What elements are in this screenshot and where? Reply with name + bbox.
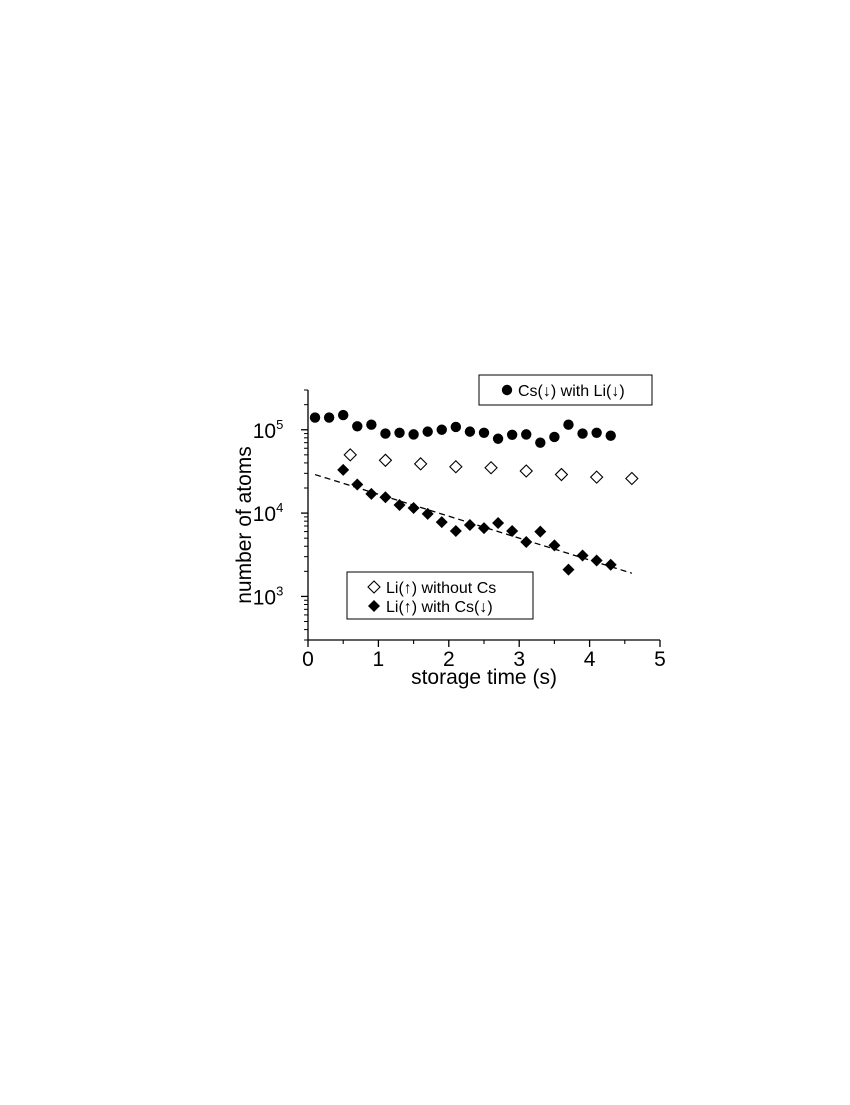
data-point [535,437,546,448]
legend-label: Li(↑) without Cs [386,580,496,597]
data-point [393,499,406,512]
data-point [407,502,420,515]
legend-marker [501,384,513,396]
axes: 0 1 2 3 4 5 103 104 105 storage time (s) number of… [233,389,666,689]
data-point [576,549,589,562]
data-point [365,487,378,500]
data-point [591,427,602,438]
data-point [519,464,534,478]
legend-label: Cs(↓) with Li(↓) [518,383,625,400]
data-point [337,463,350,476]
x-axis-label: storage time (s) [411,666,557,689]
data-point [450,421,462,433]
data-point [366,419,377,430]
legend-label: Li(↑) with Cs(↓) [386,599,493,616]
y-tick-label: 103 [253,583,284,609]
data-point [394,427,405,438]
data-point [492,517,505,530]
x-tick-label: 5 [654,648,666,671]
data-point [492,433,504,444]
data-point [338,409,349,421]
data-point [309,412,321,423]
data-point [380,428,391,439]
legend-top-right: Cs(↓) with Li(↓) [478,374,653,406]
data-point [343,448,358,462]
data-point [590,554,603,567]
legend-box [346,571,534,620]
data-point [413,457,428,471]
data-point [521,429,532,440]
data-point [520,535,533,548]
data-point [379,491,392,504]
series-0 [309,409,616,448]
x-tick-label: 1 [373,648,385,671]
x-tick-label: 2 [443,648,455,671]
data-point [506,524,519,537]
data-point [421,507,434,520]
data-point [422,426,433,437]
data-point [534,525,547,538]
data-point [563,419,574,430]
data-point [484,460,498,475]
data-layer [309,409,639,576]
x-tick-label: 0 [302,648,314,671]
x-tick-label: 4 [584,648,596,671]
data-point [435,516,448,529]
data-point [408,429,419,440]
data-point [352,421,363,432]
data-point [449,459,463,474]
legend-bottom: Li(↑) without Cs Li(↑) with Cs(↓) [346,571,534,620]
y-tick-label: 105 [253,417,284,443]
data-point [463,518,476,531]
x-tick-label: 3 [513,648,525,671]
data-point [449,524,462,537]
series-2 [337,463,617,576]
legend-marker [368,600,380,612]
data-point [478,522,490,535]
data-point [604,558,617,571]
data-point [506,429,518,441]
data-point [478,427,490,438]
y-tick-label: 104 [253,500,284,526]
data-point [625,471,639,486]
y-axis-label: number of atoms [233,446,256,604]
data-point [589,470,604,484]
data-point [323,412,335,423]
data-point [436,424,447,435]
data-point [548,539,561,552]
series-1 [343,448,639,486]
data-point [464,426,476,437]
data-point [549,431,560,443]
data-point [378,453,393,468]
legend-marker [367,580,381,594]
data-point [351,478,364,491]
data-point [605,430,616,441]
data-point [577,428,588,439]
data-point [562,563,575,576]
data-point [554,467,569,482]
